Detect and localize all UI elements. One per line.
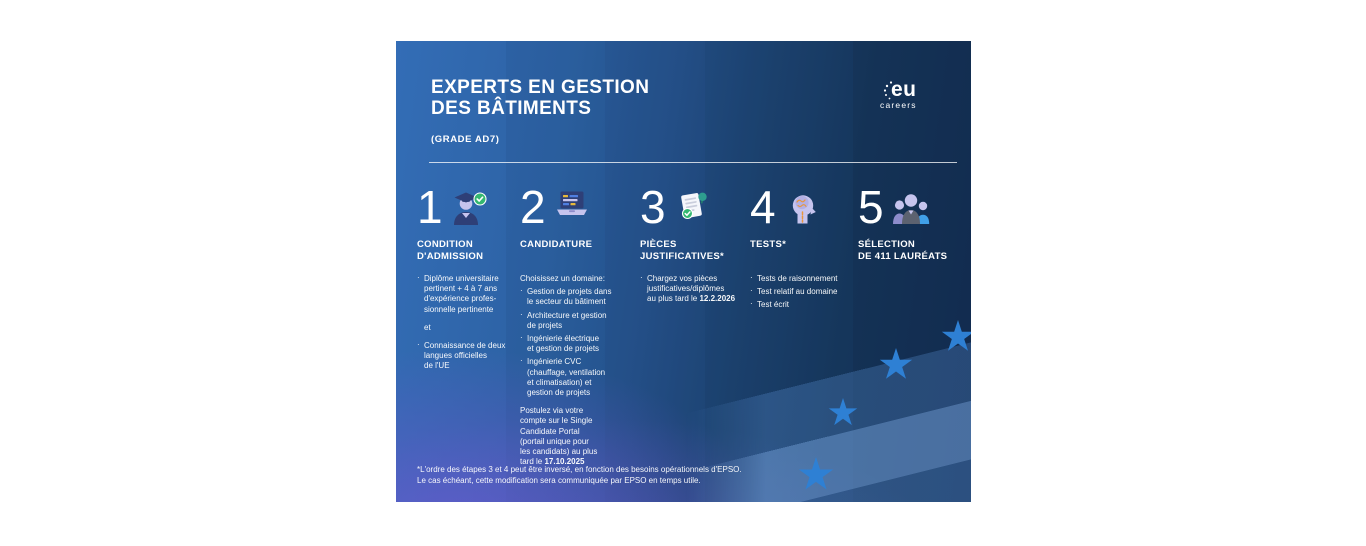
bullet-marker: · [417,273,420,282]
eu-careers-logo: eu careers [880,79,940,110]
epso-infographic-poster: EXPERTS EN GESTION DES BÂTIMENTS (GRADE … [396,41,971,502]
logo-careers-text: careers [880,100,917,110]
logo-eu-text: eu [891,78,917,101]
bullet-item: · Tests de raisonnement [750,273,838,283]
step-column-1: 1 CONDITION D'ADMISSION · Diplôme univers… [417,181,511,372]
eu-star-icon [879,348,913,379]
document-check-icon [672,187,712,227]
bullet-marker: · [750,299,753,309]
step-title: TESTS* [750,239,787,250]
bullet-marker: · [750,286,753,296]
page-title: EXPERTS EN GESTION DES BÂTIMENTS [431,77,650,119]
grade-label: (GRADE AD7) [431,134,500,145]
bullet-item: · Test écrit [750,299,790,310]
header-divider [429,162,957,163]
step-column-4: 4 TESTS* · Tests de raisonnement · Test rel… [750,181,853,311]
text-item: Choisissez un domaine: [520,274,605,283]
footnote: *L'ordre des étapes 3 et 4 peut être inv… [417,465,742,485]
step-title: CONDITION D'ADMISSION [417,239,484,262]
bullet-marker: · [520,356,523,366]
bullet-marker: · [520,286,523,296]
bullet-item: · Chargez vos pièces justificatives/diplô… [640,273,736,304]
step-body: · Chargez vos pièces justificatives/diplô… [640,273,746,305]
bullet-item: · Test relatif au domaine [750,286,838,297]
bullet-marker: · [417,340,420,350]
step-title: SÉLECTION DE 411 LAURÉATS [858,239,948,262]
bullet-marker: · [520,309,523,319]
bullet-item: · Architecture et gestion de projets [520,309,607,330]
step-number: 5 [858,181,884,233]
step-title: PIÈCES JUSTIFICATIVES* [640,239,725,262]
step-column-2: 2 CANDIDATURE Choisissez un domaine: · [520,181,626,467]
logo-spark-dots-icon [883,81,893,100]
laureates-group-icon [890,187,932,227]
laptop-application-icon [552,187,592,227]
bullet-marker: · [640,273,643,282]
graduate-check-icon [449,187,489,227]
diagonal-stripes [686,41,971,502]
step-number: 2 [520,181,546,233]
bullet-marker: · [520,333,523,343]
bullet-item: · Connaissance de deux langues officielle… [417,340,506,371]
step-number: 1 [417,181,443,233]
step-title: CANDIDATURE [520,239,593,250]
bullet-item: · Ingénierie CVC (chauffage, ventilation … [520,356,606,398]
bullet-item: · Gestion de projets dans le secteur du b… [520,286,612,307]
step-body: Choisissez un domaine: · Gestion de projet… [520,274,626,467]
step-body: · Tests de raisonnement · Test relatif au d… [750,273,853,311]
bullet-item: · Ingénierie électrique et gestion de pro… [520,333,600,354]
eu-star-icon [941,320,971,351]
text-item: Postulez via votre compte sur le Single … [520,406,598,467]
eu-star-icon [798,457,834,490]
step-body: · Diplôme universitaire pertinent + 4 à 7… [417,273,511,372]
step-column-5: 5 SÉLECTION DE 411 LAURÉATS [858,181,968,274]
step-column-3: 3 [640,181,746,305]
eu-star-icon [828,398,858,426]
bullet-marker: · [750,273,753,282]
step-number: 4 [750,181,776,233]
step-number: 3 [640,181,666,233]
text-item: et [424,322,431,332]
head-brain-icon [782,187,822,227]
bullet-item: · Diplôme universitaire pertinent + 4 à 7… [417,273,499,314]
